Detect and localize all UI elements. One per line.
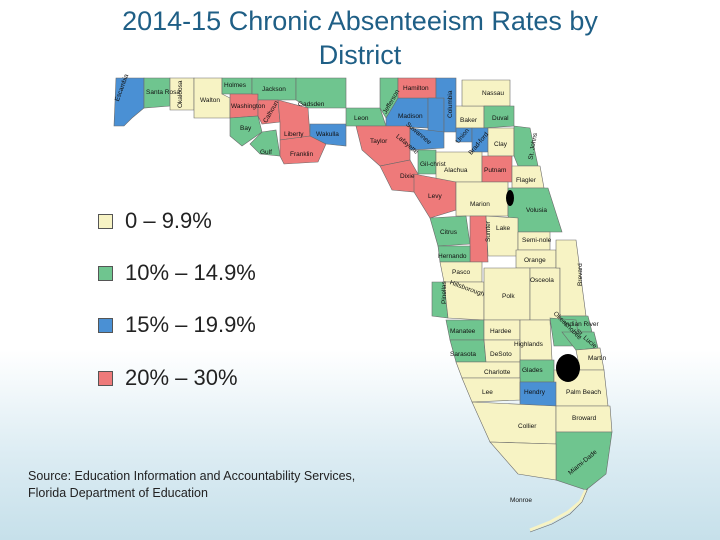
label-jackson: Jackson xyxy=(262,86,286,93)
label-taylor: Taylor xyxy=(370,138,388,145)
legend-item-15-19: 15% – 19.9% xyxy=(98,310,256,340)
county-bay xyxy=(229,115,263,147)
label-citrus: Citrus xyxy=(440,229,458,236)
county-lafayette xyxy=(409,127,445,151)
county-taylor xyxy=(355,125,411,167)
source-note: Source: Education Information and Accoun… xyxy=(28,468,428,502)
county-gulf xyxy=(249,129,281,157)
label-hamilton: Hamilton xyxy=(403,85,429,92)
title-line-2: District xyxy=(318,40,402,70)
label-pinellas: Pinellas xyxy=(441,280,448,304)
label-liberty: Liberty xyxy=(284,131,304,138)
label-st-johns: St. Johns xyxy=(528,132,540,161)
county-collier xyxy=(471,401,557,445)
label-lee: Lee xyxy=(482,389,493,396)
legend-item-20-30: 20% – 30% xyxy=(98,363,238,393)
label-bay: Bay xyxy=(240,125,252,132)
label-glades: Glades xyxy=(522,367,543,374)
label-manatee: Manatee xyxy=(450,328,476,335)
slide-title: 2014-15 Chronic Absenteeism Rates by Dis… xyxy=(0,4,720,72)
label-sumter: Sumter xyxy=(485,220,492,242)
county-calhoun xyxy=(257,99,281,125)
florida-county-map: Escambia Santa Rosa Okaloosa Walton Holm… xyxy=(113,73,613,533)
lake-george xyxy=(506,190,514,206)
label-duval: Duval xyxy=(492,115,509,122)
county-monroe xyxy=(489,441,557,481)
legend-swatch-green xyxy=(98,265,113,281)
label-brevard: Brevard xyxy=(577,263,584,286)
label-orange: Orange xyxy=(524,257,546,264)
legend-label: 20% – 30% xyxy=(125,365,238,390)
legend-item-10-14: 10% – 14.9% xyxy=(98,258,256,288)
lake-okeechobee xyxy=(556,354,580,382)
legend-item-0-9: 0 – 9.9% xyxy=(98,206,212,236)
label-walton: Walton xyxy=(200,97,220,104)
label-putnam: Putnam xyxy=(484,167,506,174)
label-gulf: Gulf xyxy=(260,149,272,156)
label-osceola: Osceola xyxy=(530,277,554,284)
florida-keys xyxy=(529,489,588,532)
label-broward: Broward xyxy=(572,415,597,422)
county-gadsden xyxy=(295,77,347,109)
county-suwannee xyxy=(427,97,445,133)
label-martin: Martin xyxy=(588,355,606,362)
label-hendry: Hendry xyxy=(524,389,546,396)
label-gilchrist: Gil-christ xyxy=(420,161,446,168)
label-holmes: Holmes xyxy=(224,82,247,89)
source-line-1: Source: Education Information and Accoun… xyxy=(28,469,356,483)
county-highlands xyxy=(519,319,553,361)
label-volusia: Volusia xyxy=(526,207,547,214)
legend-swatch-red xyxy=(98,370,113,386)
legend-label: 15% – 19.9% xyxy=(125,312,256,337)
county-wakulla xyxy=(309,123,347,147)
label-hernando: Hernando xyxy=(438,253,467,260)
label-lake: Lake xyxy=(496,225,510,232)
florida-keys-outline xyxy=(529,487,589,533)
label-indian-river: Indian River xyxy=(564,321,600,328)
county-levy xyxy=(413,173,457,219)
label-pasco: Pasco xyxy=(452,269,470,276)
label-nassau: Nassau xyxy=(482,90,504,97)
label-monroe: Monroe xyxy=(510,497,532,504)
label-seminole: Semi-nole xyxy=(522,237,552,244)
legend-swatch-blue xyxy=(98,317,113,333)
county-marion xyxy=(455,181,509,217)
label-palm-beach: Palm Beach xyxy=(566,389,601,396)
label-columbia: Columbia xyxy=(447,90,454,118)
county-columbia xyxy=(435,77,457,133)
label-wakulla: Wakulla xyxy=(316,131,339,138)
label-hardee: Hardee xyxy=(490,328,512,335)
label-polk: Polk xyxy=(502,293,515,300)
label-leon: Leon xyxy=(354,115,369,122)
label-clay: Clay xyxy=(494,141,508,148)
label-sarasota: Sarasota xyxy=(450,351,476,358)
label-highlands: Highlands xyxy=(514,341,544,348)
label-santa-rosa: Santa Rosa xyxy=(146,89,180,96)
label-franklin: Franklin xyxy=(290,151,314,158)
label-madison: Madison xyxy=(398,113,423,120)
label-collier: Collier xyxy=(518,423,537,430)
label-baker: Baker xyxy=(460,117,478,124)
label-charlotte: Charlotte xyxy=(484,369,511,376)
legend-label: 0 – 9.9% xyxy=(125,208,212,233)
title-line-1: 2014-15 Chronic Absenteeism Rates by xyxy=(122,6,598,36)
label-washington: Washington xyxy=(231,103,265,110)
label-desoto: DeSoto xyxy=(490,351,512,358)
source-line-2: Florida Department of Education xyxy=(28,486,208,500)
label-marion: Marion xyxy=(470,201,490,208)
label-gadsden: Gadsden xyxy=(298,101,325,108)
legend-swatch-yellow xyxy=(98,213,113,229)
label-levy: Levy xyxy=(428,193,442,200)
legend-label: 10% – 14.9% xyxy=(125,260,256,285)
label-okaloosa: Okaloosa xyxy=(177,80,184,108)
label-alachua: Alachua xyxy=(444,167,468,174)
label-dixie: Dixie xyxy=(400,173,415,180)
label-flagler: Flagler xyxy=(516,177,537,184)
